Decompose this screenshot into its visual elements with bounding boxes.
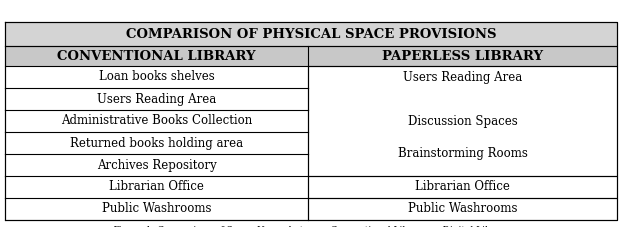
Bar [5, 132, 308, 154]
Text: Users Reading Area: Users Reading Area [97, 92, 216, 106]
Text: Librarian Office: Librarian Office [109, 180, 204, 193]
Text: Librarian Office: Librarian Office [415, 180, 510, 193]
Bar [5, 110, 308, 132]
Bar [5, 88, 308, 110]
Text: Administrative Books Collection: Administrative Books Collection [61, 114, 252, 128]
Bar [5, 46, 308, 66]
Text: Public Washrooms: Public Washrooms [102, 202, 211, 215]
Text: Figure 1: Comparison of Space Usage between Conventional Library vs Digital Libr: Figure 1: Comparison of Space Usage betw… [113, 226, 509, 227]
Text: COMPARISON OF PHYSICAL SPACE PROVISIONS: COMPARISON OF PHYSICAL SPACE PROVISIONS [126, 27, 496, 40]
Bar [308, 66, 617, 176]
Text: Archives Repository: Archives Repository [96, 158, 216, 172]
Text: Loan books shelves: Loan books shelves [99, 71, 215, 84]
Text: PAPERLESS LIBRARY: PAPERLESS LIBRARY [382, 49, 543, 62]
Text: Users Reading Area: Users Reading Area [403, 71, 522, 84]
Text: Discussion Spaces: Discussion Spaces [407, 114, 518, 128]
Bar [5, 22, 617, 46]
Bar [308, 46, 617, 66]
Text: Returned books holding area: Returned books holding area [70, 136, 243, 150]
Text: Brainstorming Rooms: Brainstorming Rooms [397, 148, 527, 160]
Bar [308, 198, 617, 220]
Bar [308, 176, 617, 198]
Bar [5, 154, 308, 176]
Text: Public Washrooms: Public Washrooms [408, 202, 518, 215]
Bar [5, 66, 308, 88]
Bar [5, 198, 308, 220]
Bar [5, 176, 308, 198]
Text: CONVENTIONAL LIBRARY: CONVENTIONAL LIBRARY [57, 49, 256, 62]
